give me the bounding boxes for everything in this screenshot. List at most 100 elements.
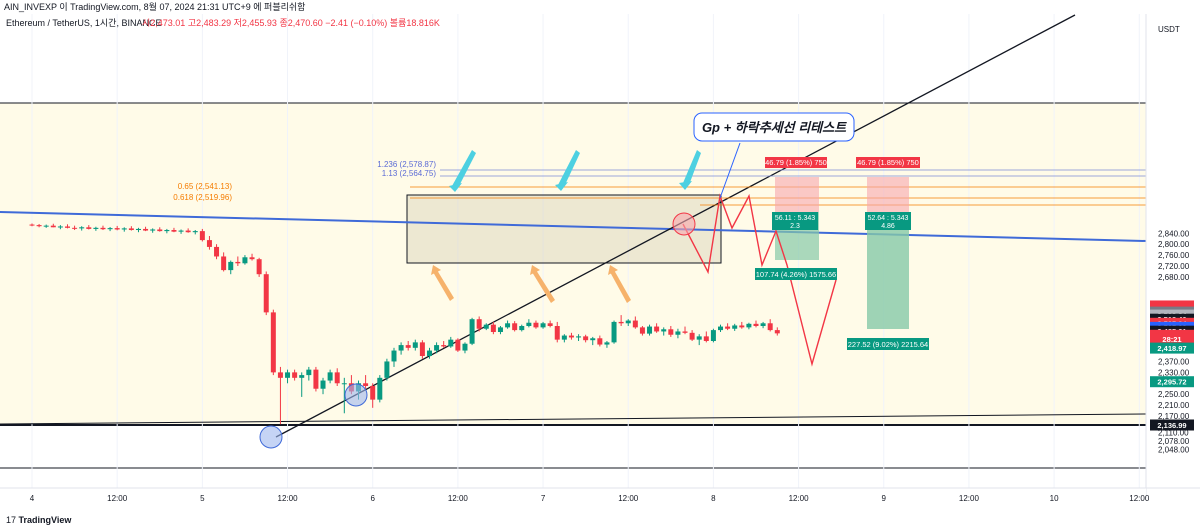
candle-body[interactable]: [228, 261, 234, 271]
candle-body[interactable]: [164, 230, 170, 232]
candle-body[interactable]: [86, 227, 92, 229]
candle-body[interactable]: [519, 326, 525, 331]
candle-body[interactable]: [696, 336, 702, 340]
candle-body[interactable]: [476, 319, 482, 329]
candle-body[interactable]: [490, 324, 496, 333]
candle-body[interactable]: [661, 329, 667, 332]
candle-body[interactable]: [526, 322, 532, 327]
candle-body[interactable]: [462, 343, 468, 351]
candle-body[interactable]: [497, 327, 503, 333]
candle-body[interactable]: [214, 246, 220, 257]
candle-body[interactable]: [341, 383, 347, 385]
candle-body[interactable]: [128, 228, 134, 231]
candle-body[interactable]: [441, 345, 447, 347]
candle-body[interactable]: [703, 336, 709, 342]
candle-body[interactable]: [320, 380, 326, 389]
candle-body[interactable]: [242, 257, 248, 264]
candle-body[interactable]: [689, 332, 695, 340]
candle-body[interactable]: [597, 338, 603, 345]
candle-body[interactable]: [313, 369, 319, 389]
candle-body[interactable]: [434, 345, 440, 351]
descending-trendline[interactable]: [0, 211, 1147, 242]
base-trendline[interactable]: [0, 413, 1147, 425]
candle-body[interactable]: [29, 224, 35, 226]
candle-body[interactable]: [363, 383, 369, 387]
candle-body[interactable]: [455, 339, 461, 351]
candle-body[interactable]: [753, 323, 759, 327]
candle-body[interactable]: [277, 372, 283, 378]
candle-body[interactable]: [739, 325, 745, 328]
candle-body[interactable]: [576, 336, 582, 338]
candle-body[interactable]: [285, 372, 291, 378]
candle-body[interactable]: [561, 335, 567, 340]
candle-body[interactable]: [36, 225, 42, 227]
candle-body[interactable]: [746, 323, 752, 328]
candle-body[interactable]: [192, 231, 198, 233]
position-2-stop-zone[interactable]: [867, 177, 909, 212]
candle-body[interactable]: [448, 339, 454, 347]
candle-body[interactable]: [57, 226, 63, 228]
candle-body[interactable]: [632, 320, 638, 328]
candle-body[interactable]: [604, 342, 610, 345]
candle-body[interactable]: [256, 259, 262, 275]
candle-body[interactable]: [611, 321, 617, 343]
candle-body[interactable]: [370, 386, 376, 400]
candle-body[interactable]: [483, 324, 489, 329]
candle-body[interactable]: [270, 312, 276, 373]
callout-box[interactable]: [693, 112, 855, 142]
candle-body[interactable]: [206, 240, 212, 247]
candle-body[interactable]: [299, 375, 305, 378]
candle-body[interactable]: [157, 229, 163, 232]
candle-body[interactable]: [107, 228, 113, 230]
candle-body[interactable]: [647, 326, 653, 334]
candle-body[interactable]: [235, 261, 241, 264]
candle-body[interactable]: [505, 323, 511, 328]
candle-body[interactable]: [249, 257, 255, 260]
candle-body[interactable]: [72, 227, 78, 229]
candle-body[interactable]: [391, 350, 397, 362]
candle-body[interactable]: [398, 345, 404, 351]
candle-body[interactable]: [540, 323, 546, 328]
candle-body[interactable]: [718, 326, 724, 331]
candles[interactable]: [29, 223, 780, 425]
candle-body[interactable]: [50, 225, 56, 228]
candle-body[interactable]: [185, 230, 191, 233]
candle-body[interactable]: [171, 230, 177, 232]
candle-body[interactable]: [625, 320, 631, 324]
candle-body[interactable]: [682, 331, 688, 333]
candle-body[interactable]: [419, 342, 425, 357]
candle-body[interactable]: [583, 336, 589, 341]
candle-body[interactable]: [675, 331, 681, 335]
candle-body[interactable]: [668, 329, 674, 335]
candle-body[interactable]: [327, 372, 333, 381]
price-axis[interactable]: [1146, 14, 1200, 498]
candle-body[interactable]: [64, 226, 70, 228]
candle-body[interactable]: [178, 230, 184, 232]
candle-body[interactable]: [135, 228, 141, 231]
candle-body[interactable]: [469, 319, 475, 344]
candle-body[interactable]: [426, 350, 432, 357]
candle-body[interactable]: [590, 338, 596, 341]
candle-body[interactable]: [79, 227, 85, 229]
candle-body[interactable]: [306, 369, 312, 376]
candle-body[interactable]: [710, 330, 716, 342]
candle-body[interactable]: [533, 322, 539, 328]
position-2-target-zone[interactable]: [867, 212, 909, 329]
tradingview-logo[interactable]: 17 TradingView: [6, 511, 71, 529]
candle-body[interactable]: [654, 326, 660, 332]
candle-body[interactable]: [639, 327, 645, 334]
candle-body[interactable]: [121, 228, 127, 230]
candle-body[interactable]: [618, 321, 624, 324]
candle-body[interactable]: [547, 323, 553, 327]
candle-body[interactable]: [732, 325, 738, 329]
candle-body[interactable]: [377, 377, 383, 400]
candle-body[interactable]: [114, 228, 120, 230]
candle-body[interactable]: [334, 372, 340, 384]
candle-body[interactable]: [199, 231, 205, 241]
candle-body[interactable]: [405, 345, 411, 348]
candle-body[interactable]: [143, 228, 149, 231]
candle-body[interactable]: [150, 229, 156, 231]
candle-body[interactable]: [263, 274, 269, 313]
candle-body[interactable]: [43, 225, 49, 227]
candle-body[interactable]: [554, 326, 560, 340]
